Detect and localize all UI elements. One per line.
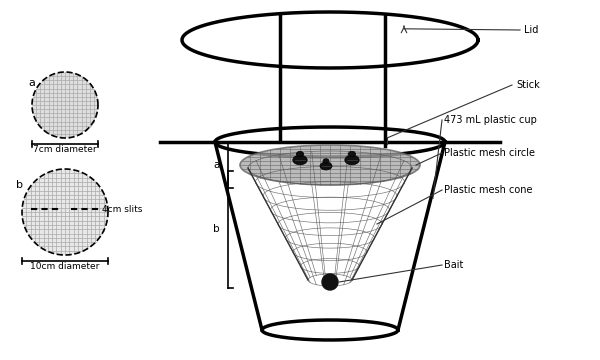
Text: a: a	[214, 160, 220, 170]
Circle shape	[32, 72, 98, 138]
Text: 473 mL plastic cup: 473 mL plastic cup	[444, 115, 537, 125]
Ellipse shape	[345, 155, 359, 165]
Text: 7cm diameter: 7cm diameter	[33, 145, 97, 154]
Ellipse shape	[349, 151, 356, 157]
Text: Bait: Bait	[444, 260, 463, 270]
Text: b: b	[16, 180, 23, 190]
Text: a: a	[28, 78, 35, 88]
Text: Plastic mesh circle: Plastic mesh circle	[444, 148, 535, 158]
Ellipse shape	[323, 159, 329, 163]
Text: Stick: Stick	[516, 80, 540, 90]
Ellipse shape	[293, 155, 307, 165]
Text: b: b	[214, 225, 220, 234]
Text: 4cm slits: 4cm slits	[102, 204, 143, 213]
Ellipse shape	[240, 145, 420, 185]
Circle shape	[22, 169, 108, 255]
Circle shape	[322, 274, 338, 290]
Text: 10cm diameter: 10cm diameter	[31, 262, 100, 271]
Ellipse shape	[296, 151, 304, 157]
Text: Plastic mesh cone: Plastic mesh cone	[444, 185, 533, 195]
Ellipse shape	[320, 162, 332, 170]
Text: Lid: Lid	[524, 25, 538, 35]
